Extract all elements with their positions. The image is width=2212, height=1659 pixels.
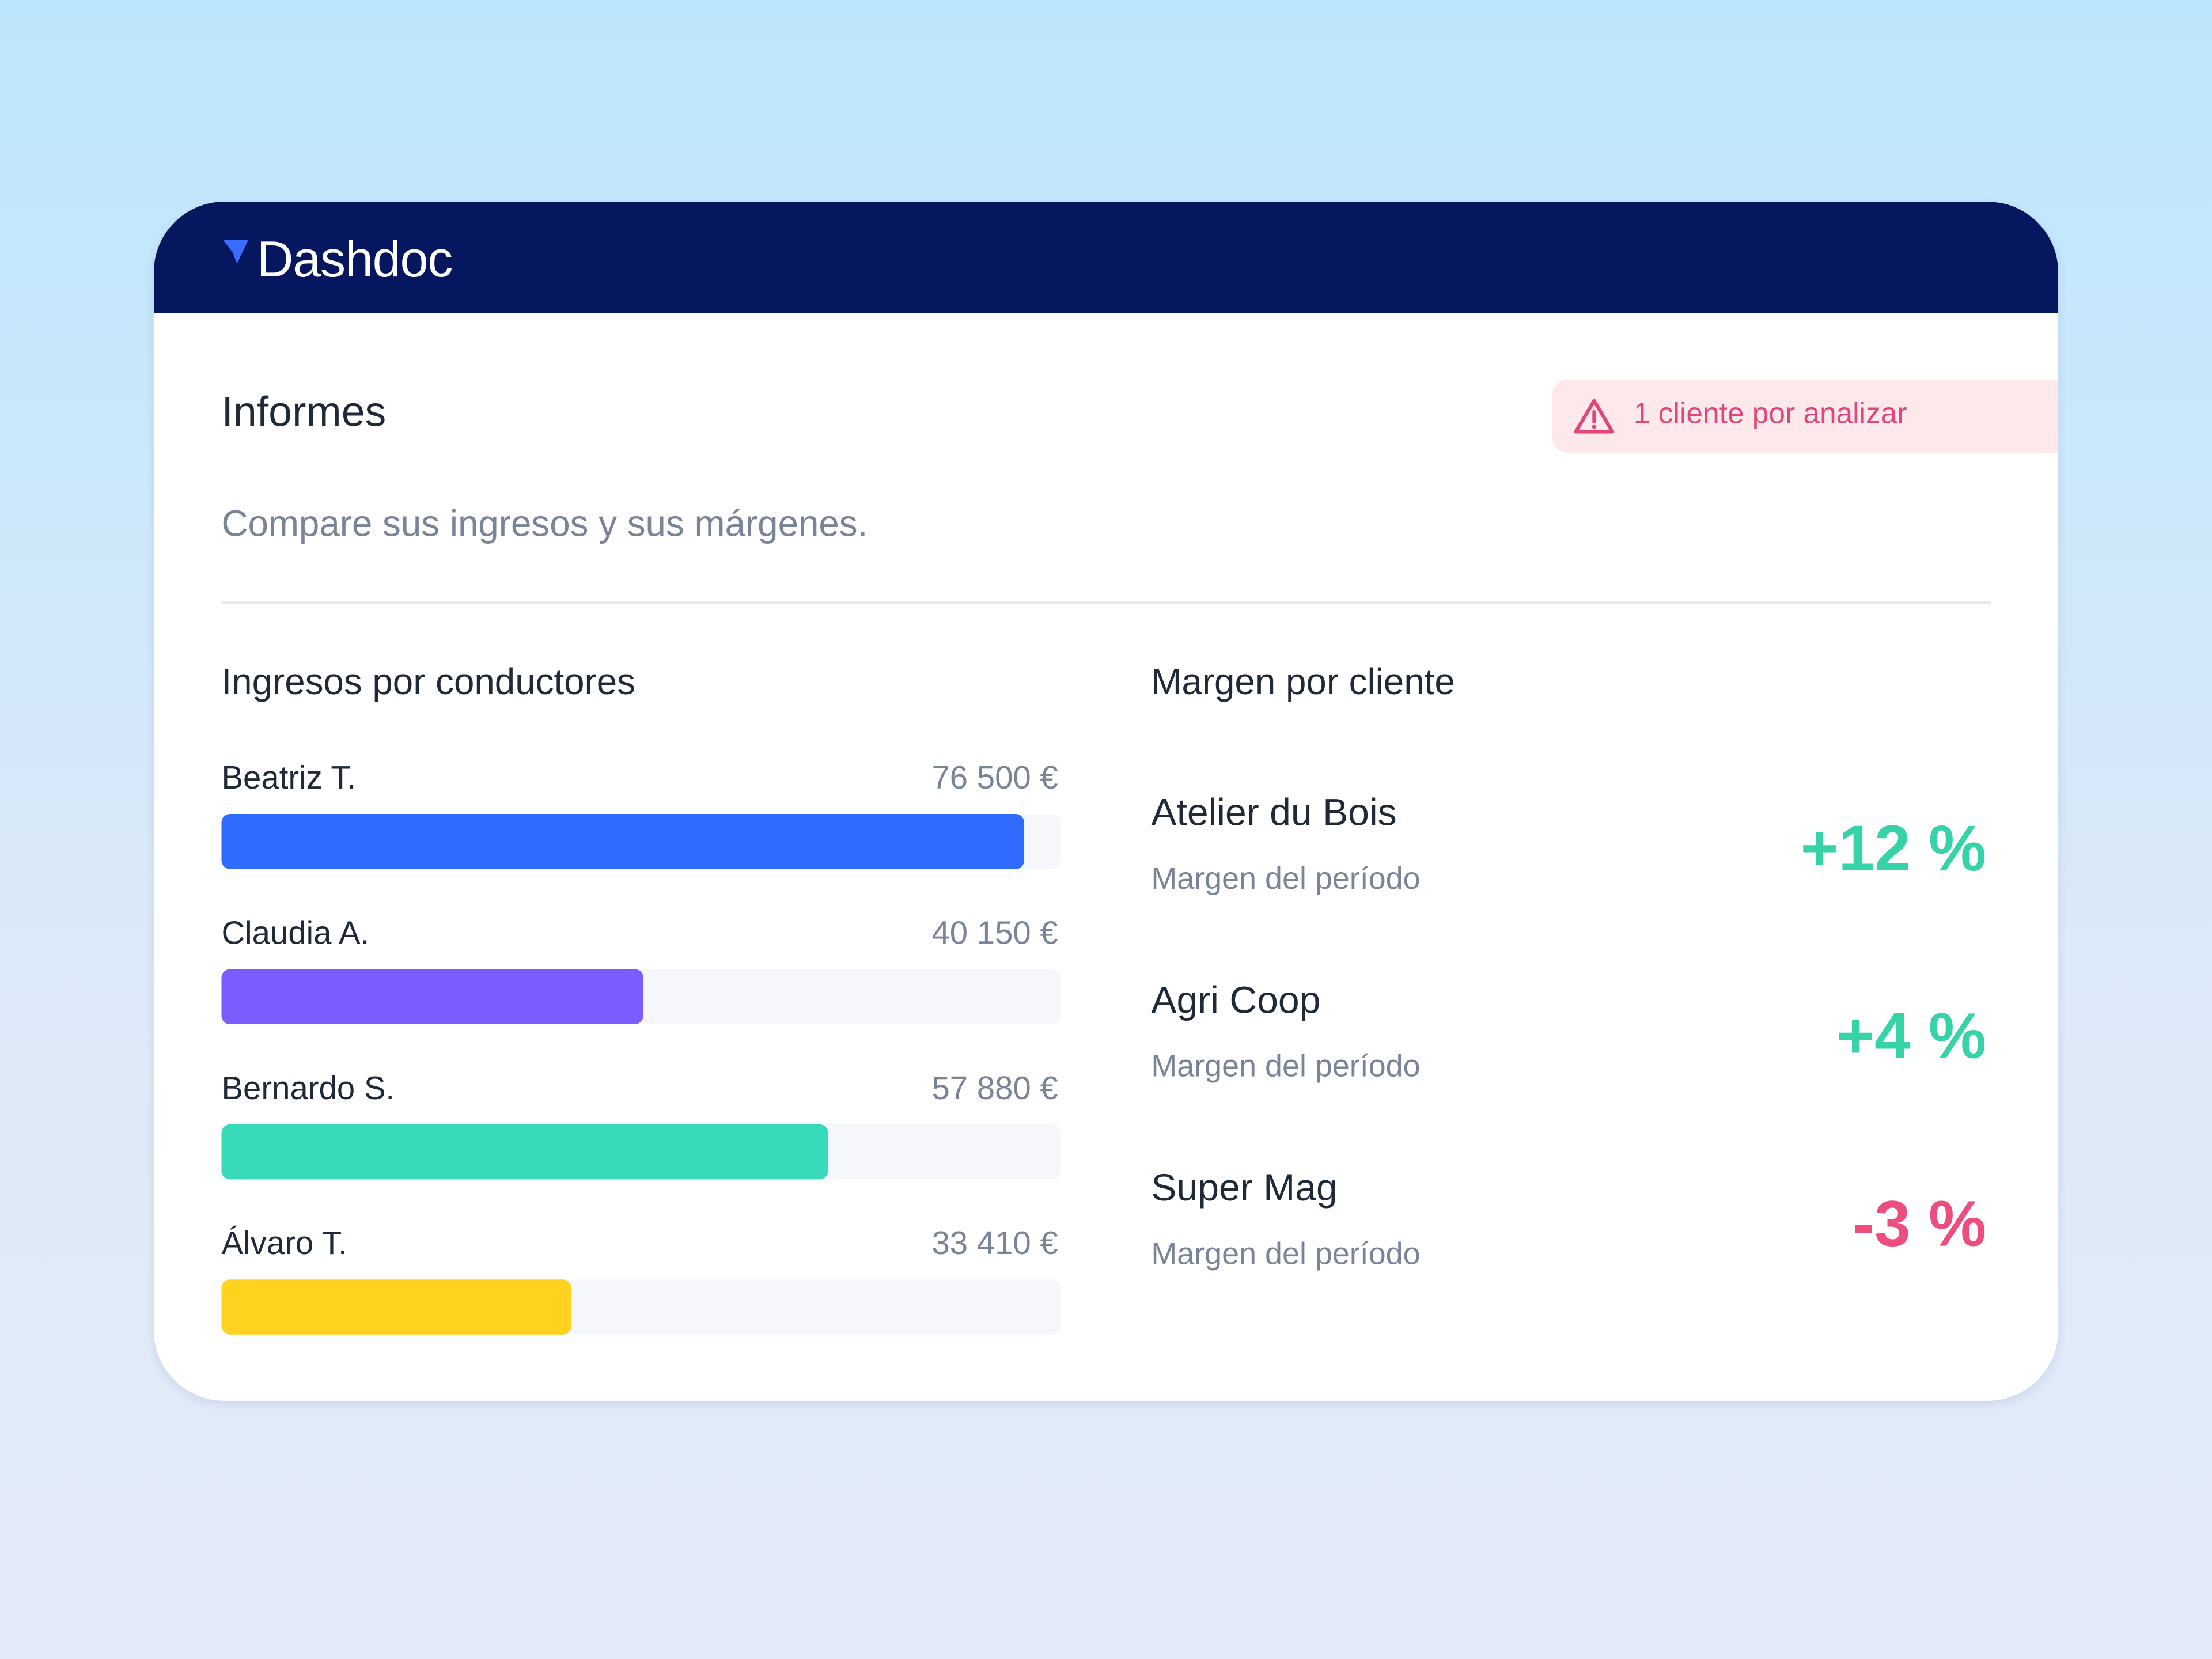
client-margin: +12 % xyxy=(1800,811,1987,885)
client-caption: Margen del período xyxy=(1151,1048,1421,1084)
brand: Dashdoc xyxy=(256,230,453,288)
driver-name: Beatriz T. xyxy=(221,759,357,796)
client-caption: Margen del período xyxy=(1151,860,1421,896)
alert-icon xyxy=(1574,399,1615,434)
section-title: Margen por cliente xyxy=(1151,660,1455,703)
page-title: Informes xyxy=(221,389,387,436)
divider xyxy=(221,601,1991,604)
bar xyxy=(221,969,643,1024)
driver-value: 33 410 € xyxy=(931,1224,1058,1262)
driver-name: Bernardo S. xyxy=(221,1069,395,1107)
header: Dashdoc xyxy=(153,202,2059,313)
client-margin: -3 % xyxy=(1853,1186,1987,1260)
logo-mark xyxy=(222,240,249,264)
driver-value: 40 150 € xyxy=(931,914,1058,951)
client-name: Agri Coop xyxy=(1151,979,1321,1022)
subtitle: Compare sus ingresos y sus márgenes. xyxy=(221,502,868,545)
driver-name: Álvaro T. xyxy=(221,1224,347,1262)
section-title: Ingresos por conductores xyxy=(221,660,635,703)
driver-value: 76 500 € xyxy=(931,759,1058,796)
bar xyxy=(221,1124,829,1180)
bar xyxy=(221,814,1024,869)
client-name: Atelier du Bois xyxy=(1151,791,1397,834)
driver-value: 57 880 € xyxy=(931,1069,1058,1107)
bar xyxy=(221,1279,573,1335)
client-name: Super Mag xyxy=(1151,1166,1338,1209)
alert-text: 1 cliente por analizar xyxy=(1633,397,1907,430)
client-caption: Margen del período xyxy=(1151,1236,1421,1271)
card: Dashdoc Informes 1 cliente por analizar … xyxy=(153,202,2059,1401)
client-margin: +4 % xyxy=(1836,998,1987,1073)
driver-name: Claudia A. xyxy=(221,914,370,951)
alert[interactable]: 1 cliente por analizar xyxy=(1551,379,2059,453)
